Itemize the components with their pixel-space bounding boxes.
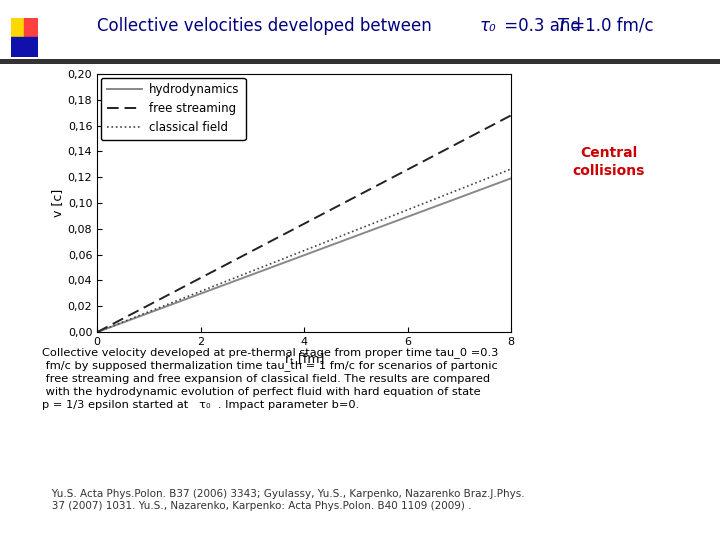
hydrodynamics (93, 329, 102, 335)
free streaming (94, 328, 103, 335)
free streaming (93, 329, 102, 335)
free streaming (346, 196, 355, 202)
Line: hydrodynamics: hydrodynamics (97, 178, 511, 332)
classical field (94, 328, 103, 335)
Line: free streaming: free streaming (97, 115, 511, 332)
free streaming (442, 146, 451, 153)
Text: Τ: Τ (556, 17, 567, 35)
hydrodynamics (346, 235, 355, 241)
free streaming (507, 112, 516, 118)
hydrodynamics (442, 199, 451, 206)
Legend: hydrodynamics, free streaming, classical field: hydrodynamics, free streaming, classical… (101, 78, 246, 140)
hydrodynamics (507, 175, 516, 181)
free streaming (338, 200, 346, 207)
Line: classical field: classical field (97, 169, 511, 332)
Text: Collective velocity developed at pre-thermal stage from proper time tau_0 =0.3
 : Collective velocity developed at pre-the… (42, 347, 498, 410)
Text: Collective velocities developed between: Collective velocities developed between (97, 17, 437, 35)
hydrodynamics (94, 328, 103, 335)
classical field (93, 329, 102, 335)
classical field (346, 229, 355, 235)
free streaming (339, 200, 348, 206)
Y-axis label: v [c]: v [c] (50, 189, 63, 217)
Bar (24, 18, 38, 37)
free streaming (468, 132, 477, 139)
Text: =1.0 fm/c: =1.0 fm/c (566, 17, 654, 35)
hydrodynamics (339, 237, 348, 244)
Bar (24, 37, 38, 57)
Text: Yu.S. Acta Phys.Polon. B37 (2006) 3343; Gyulassy, Yu.S., Karpenko, Nazarenko Bra: Yu.S. Acta Phys.Polon. B37 (2006) 3343; … (42, 489, 524, 511)
Text: τ₀: τ₀ (480, 17, 496, 35)
hydrodynamics (468, 190, 477, 196)
Bar (11, 18, 24, 37)
Text: =0.3 and: =0.3 and (499, 17, 591, 35)
hydrodynamics (338, 238, 346, 244)
Text: Central
collisions: Central collisions (572, 146, 644, 178)
classical field (507, 166, 516, 172)
classical field (442, 191, 451, 198)
X-axis label: rₜ [fm]: rₜ [fm] (284, 353, 324, 366)
Bar (11, 37, 24, 57)
classical field (339, 232, 348, 238)
classical field (468, 181, 477, 187)
classical field (338, 232, 346, 239)
